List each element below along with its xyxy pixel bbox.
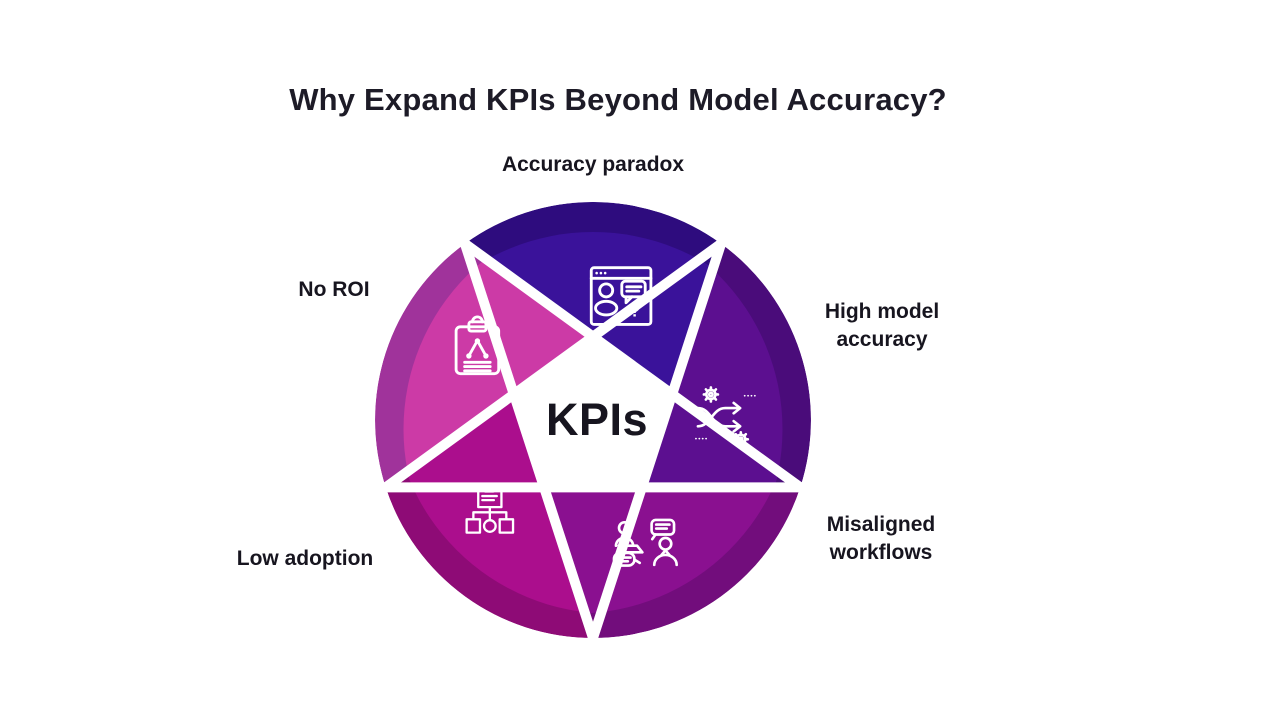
page-title: Why Expand KPIs Beyond Model Accuracy?: [289, 82, 947, 117]
segment-fill: [403, 243, 593, 488]
divider-line: [376, 234, 731, 497]
segment-dividers: [376, 234, 810, 648]
wheel-center-label: KPIs: [545, 394, 649, 445]
label-accuracy-paradox: Accuracy paradox: [501, 153, 685, 176]
people-chat-icon: [612, 518, 679, 567]
segment-fill: [544, 487, 794, 614]
svg-text:?: ?: [630, 302, 640, 321]
shuffle-gears-icon: [695, 386, 756, 448]
user-question-browser-icon: ?: [589, 266, 653, 326]
label-low-adoption: Low adoption: [236, 547, 374, 570]
divider-line: [585, 234, 729, 648]
label-misaligned-workflows: Misaligned workflows: [826, 513, 936, 564]
divider-line: [455, 234, 810, 497]
divider-line: [457, 234, 601, 648]
box-hierarchy-icon: [465, 483, 515, 534]
label-no-roi: No ROI: [298, 278, 370, 301]
clipboard-network-icon: [454, 315, 501, 376]
label-high-model-accuracy: High model accuracy: [824, 300, 940, 351]
